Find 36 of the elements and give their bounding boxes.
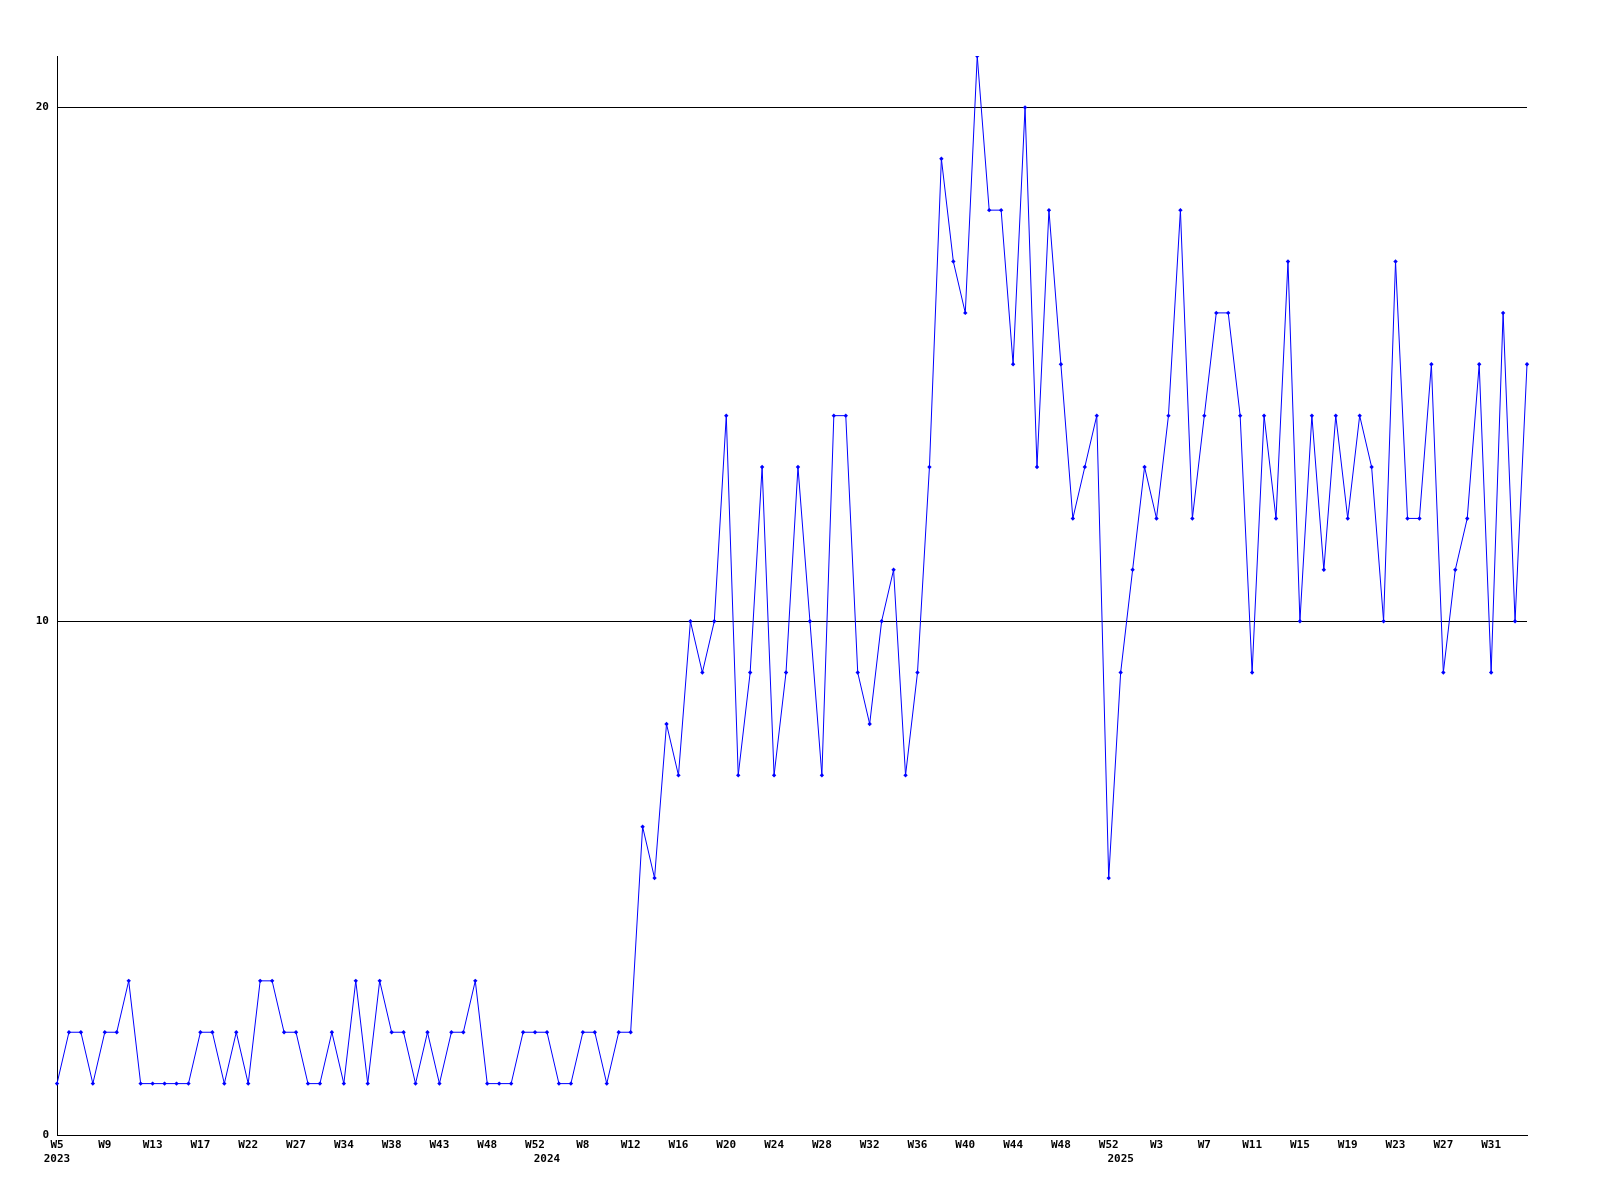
x-tick-label: W24 xyxy=(764,1138,785,1152)
y-tick-label: 0 xyxy=(42,1127,49,1141)
x-tick-label: W3 xyxy=(1149,1138,1164,1152)
x-tick-label: W52 xyxy=(525,1138,545,1152)
x-tick-label: W27 xyxy=(286,1138,306,1152)
x-tick-label: W48 xyxy=(1050,1138,1071,1152)
x-tick-label: W11 xyxy=(1242,1138,1263,1152)
x-tick-label: W43 xyxy=(429,1138,450,1152)
y-tick-label: 20 xyxy=(35,100,49,114)
x-tick-label: W9 xyxy=(98,1138,112,1152)
y-tick-label: 10 xyxy=(35,614,49,628)
x-tick-label: W5 2023 xyxy=(43,1138,71,1165)
x-tick-label: W13 xyxy=(142,1138,163,1152)
x-tick-label: 2024 xyxy=(533,1151,561,1165)
x-tick-label: W34 xyxy=(333,1138,355,1152)
x-tick-label: W16 xyxy=(668,1138,689,1152)
x-tick-label: W7 xyxy=(1197,1138,1211,1152)
x-tick-label: 2025 xyxy=(1107,1151,1134,1165)
x-tick-label: W23 xyxy=(1385,1138,1406,1152)
x-tick-label: W27 xyxy=(1433,1138,1454,1152)
x-tick-label: W12 xyxy=(620,1138,641,1152)
x-tick-label: W52 xyxy=(1098,1138,1119,1152)
x-tick-label: W15 xyxy=(1289,1138,1310,1152)
x-tick-label: W40 xyxy=(955,1138,976,1152)
x-tick-label: W28 xyxy=(811,1138,832,1152)
x-tick-label: W38 xyxy=(381,1138,402,1152)
x-tick-label: W22 xyxy=(238,1138,259,1152)
x-tick-label: W48 xyxy=(477,1138,498,1152)
x-tick-label: W8 xyxy=(576,1138,590,1152)
x-tick-label: W32 xyxy=(859,1138,880,1152)
x-tick-label: W17 xyxy=(190,1138,211,1152)
x-tick-label: W20 xyxy=(716,1138,737,1152)
x-tick-label: W36 xyxy=(907,1138,928,1152)
x-tick-label: W44 xyxy=(1003,1138,1024,1152)
x-tick-label: W19 xyxy=(1337,1138,1358,1152)
x-tick-label: W31 xyxy=(1481,1138,1502,1152)
